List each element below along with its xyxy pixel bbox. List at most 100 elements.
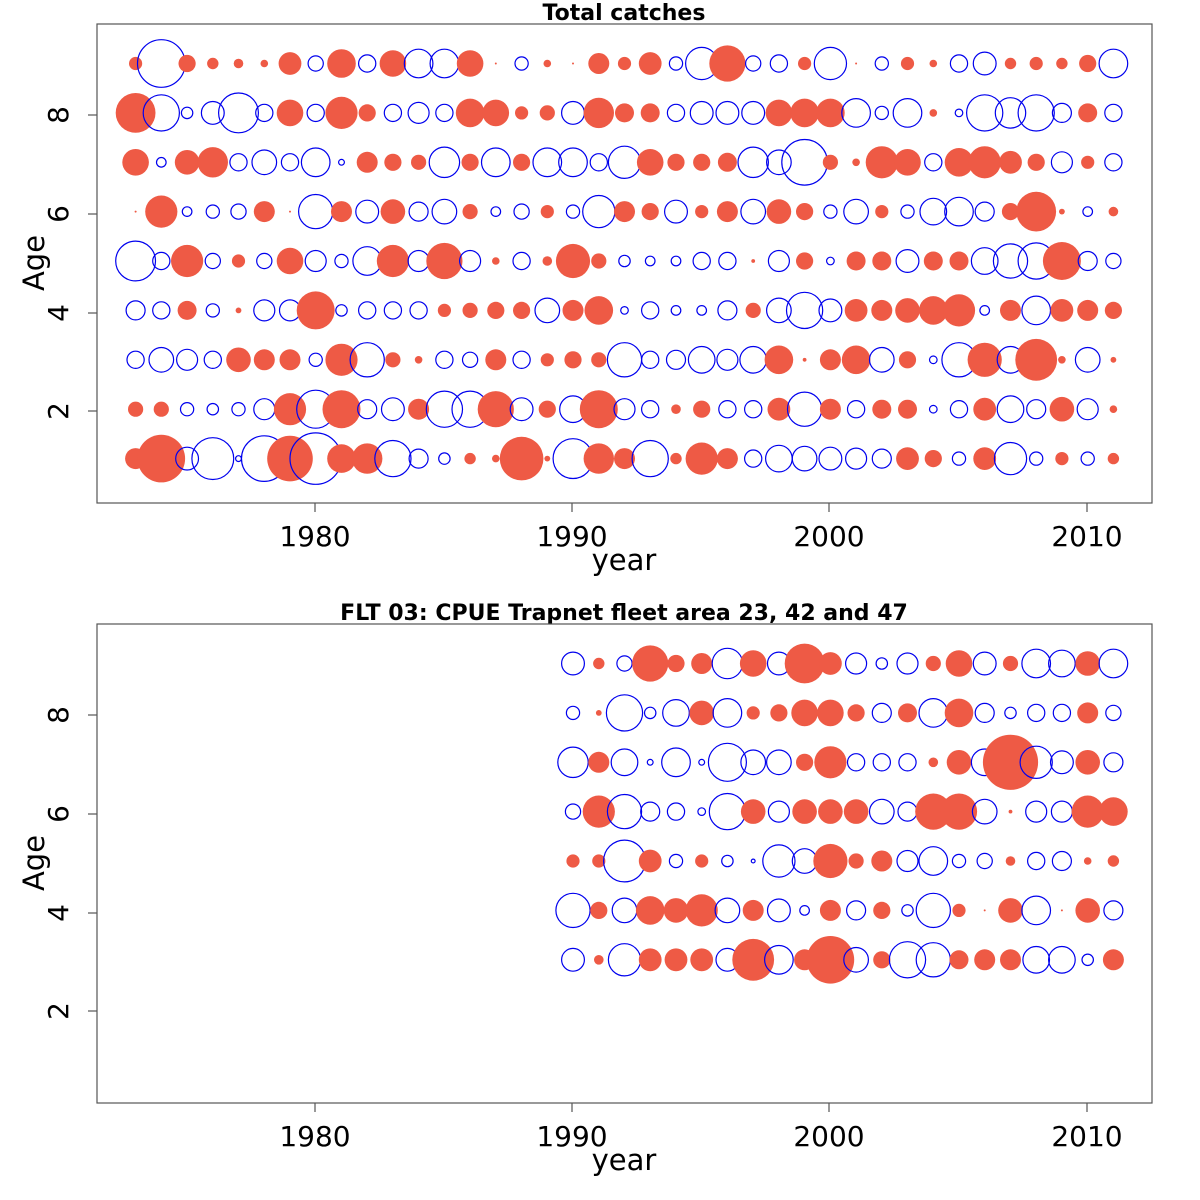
bubble-negative: [256, 252, 273, 270]
bubble-negative: [1104, 153, 1123, 172]
bubble-positive: [492, 257, 500, 265]
bubble-positive: [814, 746, 847, 779]
bubble-positive: [641, 203, 659, 221]
bubble-positive: [949, 950, 969, 970]
bubble-positive: [685, 894, 718, 927]
bubble-negative: [888, 941, 927, 979]
bubble-positive: [590, 901, 608, 920]
bubble-negative: [715, 100, 740, 125]
bubble-negative: [641, 400, 660, 419]
bubble-positive: [462, 302, 478, 318]
bubble-negative: [355, 199, 380, 224]
bubble-negative: [928, 404, 938, 414]
bubble-positive: [1002, 655, 1019, 672]
bubble-negative: [717, 300, 738, 321]
bubble-negative: [766, 898, 791, 923]
bubble-positive: [819, 398, 841, 420]
bubble-positive: [289, 210, 291, 213]
bubble-negative: [125, 300, 146, 321]
bubble-negative: [152, 301, 171, 320]
bubble-negative: [1052, 703, 1072, 723]
y-tick-label: 8: [42, 706, 75, 724]
bubble-positive: [615, 103, 634, 123]
bubble-negative: [764, 944, 794, 975]
bubble-positive: [564, 351, 582, 369]
bubble-negative: [1004, 706, 1017, 720]
y-tick-label: 2: [42, 402, 75, 420]
bubble-positive: [177, 300, 197, 320]
bubble-negative: [643, 706, 657, 720]
bubble-positive: [1079, 54, 1097, 73]
bubble-negative: [1051, 102, 1073, 124]
bubble-negative: [557, 746, 589, 779]
bubble-positive: [325, 96, 358, 129]
bubble-negative: [176, 348, 199, 371]
bubble-negative: [380, 397, 405, 422]
bubble-negative: [868, 798, 895, 825]
bubble-negative: [1021, 895, 1052, 926]
bubble-positive: [276, 99, 304, 127]
bubble-negative: [924, 153, 943, 172]
bubble-positive: [327, 49, 356, 78]
bubble-positive: [790, 98, 819, 128]
bubble-negative: [558, 147, 588, 178]
bubble-negative: [304, 249, 327, 273]
bubble-positive: [791, 699, 818, 727]
bubble-negative: [1105, 704, 1122, 722]
y-axis: 2 4 6 8 Age: [17, 706, 97, 1020]
bubble-positive: [898, 351, 917, 369]
bubble-negative: [606, 342, 643, 378]
bubble-positive: [770, 704, 788, 722]
bubble-negative: [844, 447, 868, 470]
bubble-negative: [555, 892, 591, 929]
bubble-positive: [865, 146, 898, 179]
bubble-negative: [461, 351, 479, 368]
bubble-positive: [456, 50, 484, 77]
bubble-positive: [968, 146, 1001, 179]
bubble-negative: [786, 391, 823, 427]
y-tick-label: 6: [42, 205, 75, 223]
bubble-positive: [667, 153, 685, 171]
bubble-positive: [796, 753, 814, 771]
bubble-positive: [499, 436, 544, 481]
bubble-positive: [555, 243, 591, 279]
bubble-negative: [565, 705, 581, 721]
bubble-positive: [408, 398, 430, 420]
bubble-positive: [279, 349, 301, 371]
bubble-positive: [745, 302, 761, 318]
bubble-positive: [942, 294, 976, 327]
x-axis-label: year: [592, 1143, 657, 1177]
bubble-negative: [896, 849, 919, 873]
bubble-positive: [663, 898, 689, 923]
bubble-layer: [115, 39, 1129, 485]
y-axis-label: Age: [17, 235, 51, 291]
bubble-positive: [539, 105, 555, 121]
bubble-negative: [383, 103, 403, 123]
bubble-negative: [191, 437, 235, 481]
bubble-positive: [538, 400, 556, 418]
bubble-positive: [1081, 155, 1095, 169]
bubble-negative: [971, 798, 998, 825]
bubble-positive: [128, 401, 144, 417]
bubble-positive: [802, 357, 807, 362]
bubble-positive: [929, 59, 938, 68]
bubble-negative: [919, 197, 948, 226]
bubble-negative: [868, 346, 895, 373]
bubble-negative: [1105, 252, 1122, 270]
bubble-positive: [695, 205, 709, 219]
bubble-negative: [616, 655, 633, 672]
bubble-positive: [1001, 203, 1020, 221]
bubble-positive: [584, 296, 614, 325]
bubble-negative: [846, 400, 866, 419]
bubble-negative: [620, 306, 629, 315]
x-tick-label: 2010: [1051, 1120, 1122, 1153]
bubble-positive: [540, 353, 554, 367]
bubble-negative: [766, 749, 792, 776]
bubble-negative: [1103, 752, 1124, 773]
bubble-positive: [588, 53, 610, 74]
bubble-negative: [374, 439, 412, 478]
bubble-negative: [1050, 151, 1074, 174]
bubble-positive: [898, 399, 917, 419]
bubble-negative: [915, 942, 952, 978]
bubble-positive: [1078, 103, 1098, 123]
